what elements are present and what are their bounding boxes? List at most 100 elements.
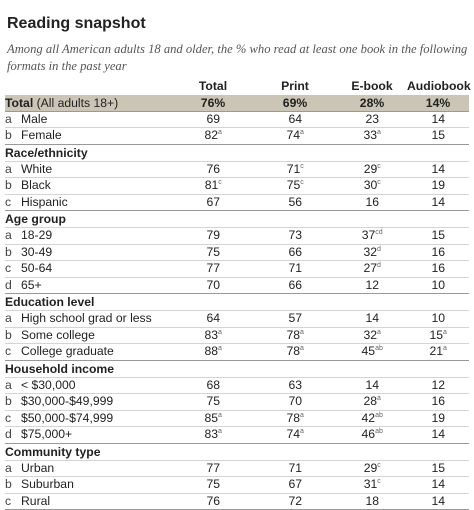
- table-row: a < $30,000 68 63 14 12: [5, 376, 469, 394]
- total-label: Total: [5, 95, 34, 110]
- row-letter: c: [5, 492, 21, 510]
- cell-value: 32: [363, 244, 378, 259]
- cell-value: 77: [206, 261, 220, 275]
- row-label: 50-64: [21, 260, 173, 277]
- cell-ebook: 37cd: [337, 227, 407, 244]
- cell-ebook: 42ab: [337, 409, 407, 427]
- cell-value: 14: [431, 493, 445, 508]
- cell-value: 30: [363, 178, 378, 192]
- cell-print: 67: [253, 476, 337, 493]
- cell-total: 76: [173, 492, 253, 510]
- cell-ebook: 14: [337, 376, 407, 394]
- row-letter: c: [5, 409, 21, 427]
- total-value-print: 69%: [253, 94, 337, 111]
- significance-marker: d: [377, 262, 381, 269]
- cell-value: 83: [204, 327, 219, 342]
- cell-value: 76: [206, 493, 220, 508]
- section-title: Education level: [5, 293, 469, 311]
- cell-value: 64: [206, 311, 220, 325]
- significance-marker: c: [218, 179, 222, 186]
- cell-value: 70: [206, 277, 220, 292]
- cell-print: 71: [253, 459, 337, 477]
- cell-value: 88: [204, 344, 219, 358]
- cell-value: 74: [286, 427, 301, 441]
- cell-value: 70: [288, 394, 302, 408]
- cell-print: 78a: [253, 409, 337, 427]
- cell-ebook: 12: [337, 276, 407, 294]
- cell-value: 85: [204, 410, 219, 425]
- cell-print: 63: [253, 376, 337, 394]
- cell-total: 64: [173, 310, 253, 327]
- significance-marker: a: [218, 345, 222, 352]
- cell-print: 66: [253, 243, 337, 261]
- cell-value: 37: [361, 228, 376, 242]
- cell-value: 21: [429, 344, 444, 358]
- cell-value: 14: [431, 111, 445, 126]
- table-row: c 50-64 77 71 27d 16: [5, 260, 469, 277]
- significance-marker: c: [377, 461, 381, 469]
- cell-audiobook: 19: [407, 177, 469, 194]
- cell-print: 74a: [253, 426, 337, 443]
- row-label: 30-49: [21, 243, 173, 261]
- row-letter: a: [5, 310, 21, 327]
- cell-value: 19: [431, 410, 445, 425]
- cell-value: 14: [365, 311, 379, 325]
- cell-ebook: 16: [337, 193, 407, 211]
- cell-value: 19: [431, 178, 445, 192]
- cell-value: 66: [288, 244, 302, 259]
- row-letter: c: [5, 193, 21, 211]
- cell-audiobook: 10: [407, 276, 469, 294]
- cell-audiobook: 21a: [407, 343, 469, 360]
- cell-total: 75: [173, 393, 253, 410]
- significance-marker: cd: [375, 229, 383, 236]
- cell-ebook: 45ab: [337, 343, 407, 360]
- table-body: Total (All adults 18+) 76% 69% 28% 14% a…: [5, 94, 469, 510]
- cell-value: 77: [206, 460, 220, 475]
- cell-value: 75: [206, 394, 220, 408]
- significance-marker: a: [218, 428, 222, 435]
- cell-ebook: 28a: [337, 393, 407, 410]
- cell-value: 74: [286, 128, 301, 142]
- cell-ebook: 31c: [337, 476, 407, 493]
- cell-print: 70: [253, 393, 337, 410]
- table-row: a Urban 77 71 29c 15: [5, 459, 469, 477]
- cell-value: 42: [361, 410, 376, 425]
- cell-audiobook: 16: [407, 243, 469, 261]
- cell-ebook: 29c: [337, 160, 407, 178]
- significance-marker: a: [218, 129, 222, 136]
- cell-value: 71: [288, 261, 302, 275]
- cell-total: 81c: [173, 177, 253, 194]
- figure-subtitle: Among all American adults 18 and older, …: [7, 42, 468, 73]
- row-label: Female: [21, 127, 173, 144]
- cell-value: 78: [286, 327, 301, 342]
- table-row: d 65+ 70 66 12 10: [5, 276, 469, 294]
- cell-value: 32: [363, 327, 378, 342]
- row-letter: b: [5, 243, 21, 261]
- cell-value: 15: [429, 327, 444, 342]
- significance-marker: d: [377, 245, 381, 253]
- section-header-row: Community type: [5, 442, 469, 460]
- cell-audiobook: 10: [407, 310, 469, 327]
- cell-audiobook: 15a: [407, 326, 469, 344]
- row-letter: c: [5, 343, 21, 360]
- cell-audiobook: 12: [407, 376, 469, 394]
- significance-marker: c: [377, 179, 381, 186]
- cell-value: 75: [206, 477, 220, 491]
- cell-value: 16: [365, 194, 379, 209]
- cell-audiobook: 14: [407, 492, 469, 510]
- column-header-ebook: E-book: [351, 79, 393, 93]
- row-label: Hispanic: [21, 193, 173, 211]
- table-row: b Suburban 75 67 31c 14: [5, 476, 469, 493]
- cell-value: 31: [363, 477, 378, 491]
- table-row: b Some college 83a 78a 32a 15a: [5, 326, 469, 344]
- cell-ebook: 27d: [337, 260, 407, 277]
- cell-total: 88a: [173, 343, 253, 360]
- cell-value: 14: [431, 477, 445, 491]
- column-header-audiobook: Audiobook: [407, 79, 471, 93]
- cell-print: 74a: [253, 127, 337, 144]
- row-label: $75,000+: [21, 426, 173, 443]
- row-label: 18-29: [21, 227, 173, 244]
- cell-value: 67: [206, 194, 220, 209]
- cell-print: 71c: [253, 160, 337, 178]
- significance-marker: a: [300, 345, 304, 352]
